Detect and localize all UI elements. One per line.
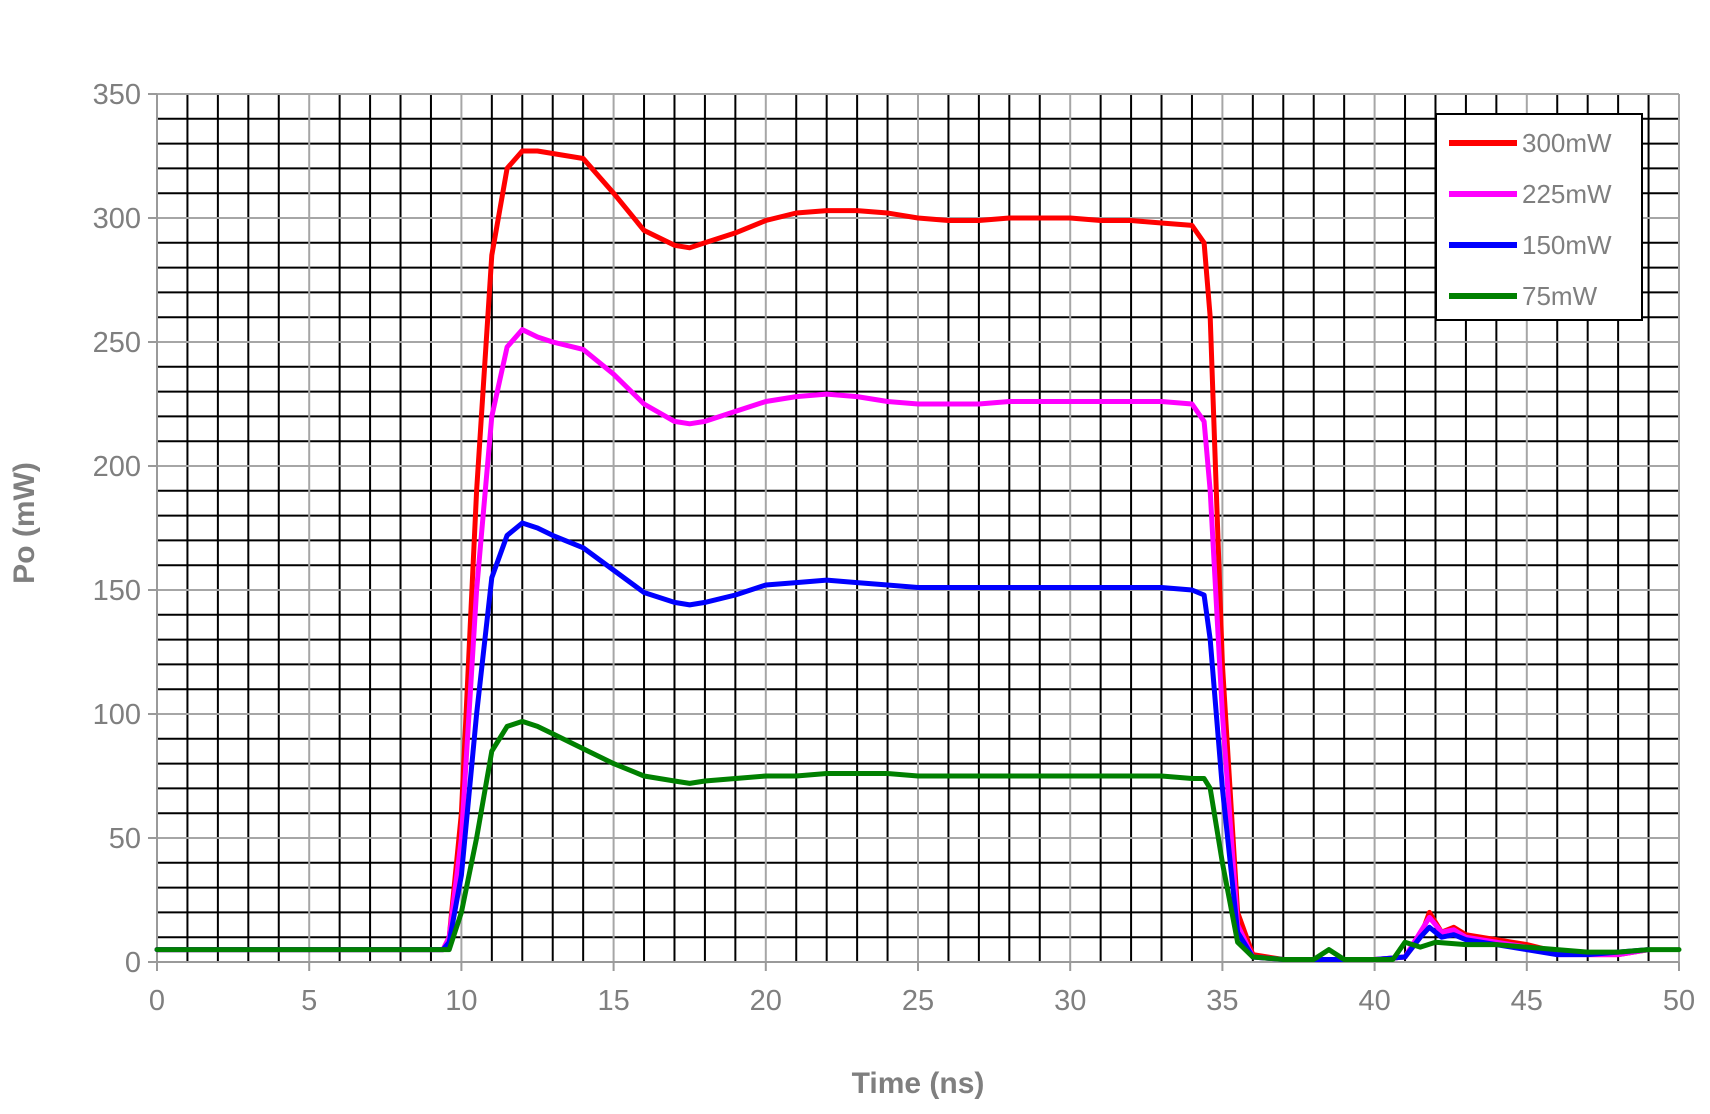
y-axis-ticks: 0 50 100 150 200 250 300 350 xyxy=(93,79,157,979)
y-tick-label: 0 xyxy=(125,947,141,979)
legend-items: 300mW 225mW 150mW 75mW xyxy=(1449,128,1612,311)
y-tick-label: 150 xyxy=(93,575,141,607)
series-line-150mW xyxy=(154,520,1652,962)
legend-label-300mW: 300mW xyxy=(1522,128,1612,158)
x-tick-label: 10 xyxy=(445,985,477,1017)
legend: 300mW 225mW 150mW 75mW xyxy=(1435,113,1643,321)
x-tick-label: 40 xyxy=(1358,985,1390,1017)
series-line-225mW xyxy=(154,327,1652,962)
x-tick-label: 20 xyxy=(750,985,782,1017)
x-tick-label: 5 xyxy=(301,985,317,1017)
plot-area xyxy=(154,93,1682,963)
series-lines xyxy=(154,148,1682,962)
series-line-75mW xyxy=(154,718,1682,962)
x-axis-title: Time (ns) xyxy=(852,1067,985,1100)
x-tick-label: 25 xyxy=(902,985,934,1017)
y-tick-label: 50 xyxy=(109,823,141,855)
x-tick-label: 45 xyxy=(1511,985,1543,1017)
legend-label-75mW: 75mW xyxy=(1522,281,1598,311)
major-gridlines xyxy=(156,93,1680,963)
x-tick-label: 50 xyxy=(1663,985,1695,1017)
y-axis-title: Po (mW) xyxy=(8,462,41,584)
x-tick-label: 35 xyxy=(1206,985,1238,1017)
x-axis-ticks: 0 5 10 15 20 25 30 35 40 45 50 xyxy=(149,962,1695,1017)
x-tick-label: 15 xyxy=(597,985,629,1017)
x-tick-label: 30 xyxy=(1054,985,1086,1017)
legend-label-225mW: 225mW xyxy=(1522,179,1612,209)
legend-box xyxy=(1435,113,1643,321)
x-tick-label: 0 xyxy=(149,985,165,1017)
y-tick-label: 250 xyxy=(93,327,141,359)
y-tick-label: 100 xyxy=(93,699,141,731)
y-tick-label: 350 xyxy=(93,79,141,111)
y-tick-label: 300 xyxy=(93,203,141,235)
legend-label-150mW: 150mW xyxy=(1522,230,1612,260)
y-tick-label: 200 xyxy=(93,451,141,483)
